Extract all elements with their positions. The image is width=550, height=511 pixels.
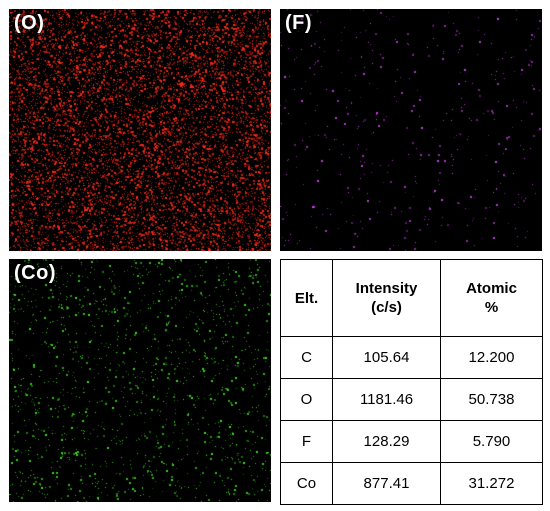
header-atomic-unit: % (484, 299, 499, 316)
cell-intensity: 1181.46 (332, 378, 441, 421)
eds-composition-table: Elt. Intensity (c/s) Atomic % C 105.64 1… (280, 259, 543, 505)
fluorine-eds-map: (F) (280, 9, 542, 251)
cell-intensity: 128.29 (332, 420, 441, 463)
cell-element: O (280, 378, 333, 421)
table-header-row: Elt. Intensity (c/s) Atomic % (280, 259, 543, 337)
cell-intensity: 877.41 (332, 462, 441, 505)
header-intensity-title: Intensity (355, 280, 418, 297)
cell-atomic: 31.272 (440, 462, 543, 505)
table-row: C 105.64 12.200 (280, 336, 543, 379)
header-atomic: Atomic % (440, 259, 543, 337)
cell-atomic: 50.738 (440, 378, 543, 421)
cobalt-eds-map: (Co) (9, 259, 271, 502)
cell-element: Co (280, 462, 333, 505)
cell-atomic: 5.790 (440, 420, 543, 463)
fluorine-map-image (280, 9, 542, 251)
oxygen-eds-map: (O) (9, 9, 271, 251)
cobalt-map-image (9, 259, 271, 502)
table-row: F 128.29 5.790 (280, 420, 543, 463)
header-intensity: Intensity (c/s) (332, 259, 441, 337)
fluorine-map-label: (F) (285, 12, 313, 34)
cell-element: F (280, 420, 333, 463)
header-atomic-title: Atomic (466, 280, 517, 297)
table-row: O 1181.46 50.738 (280, 378, 543, 421)
cell-atomic: 12.200 (440, 336, 543, 379)
header-intensity-unit: (c/s) (371, 299, 402, 316)
header-element: Elt. (280, 259, 333, 337)
table-row: Co 877.41 31.272 (280, 462, 543, 505)
cell-intensity: 105.64 (332, 336, 441, 379)
oxygen-map-label: (O) (14, 12, 45, 34)
cell-element: C (280, 336, 333, 379)
cobalt-map-label: (Co) (14, 262, 56, 284)
oxygen-map-image (9, 9, 271, 251)
